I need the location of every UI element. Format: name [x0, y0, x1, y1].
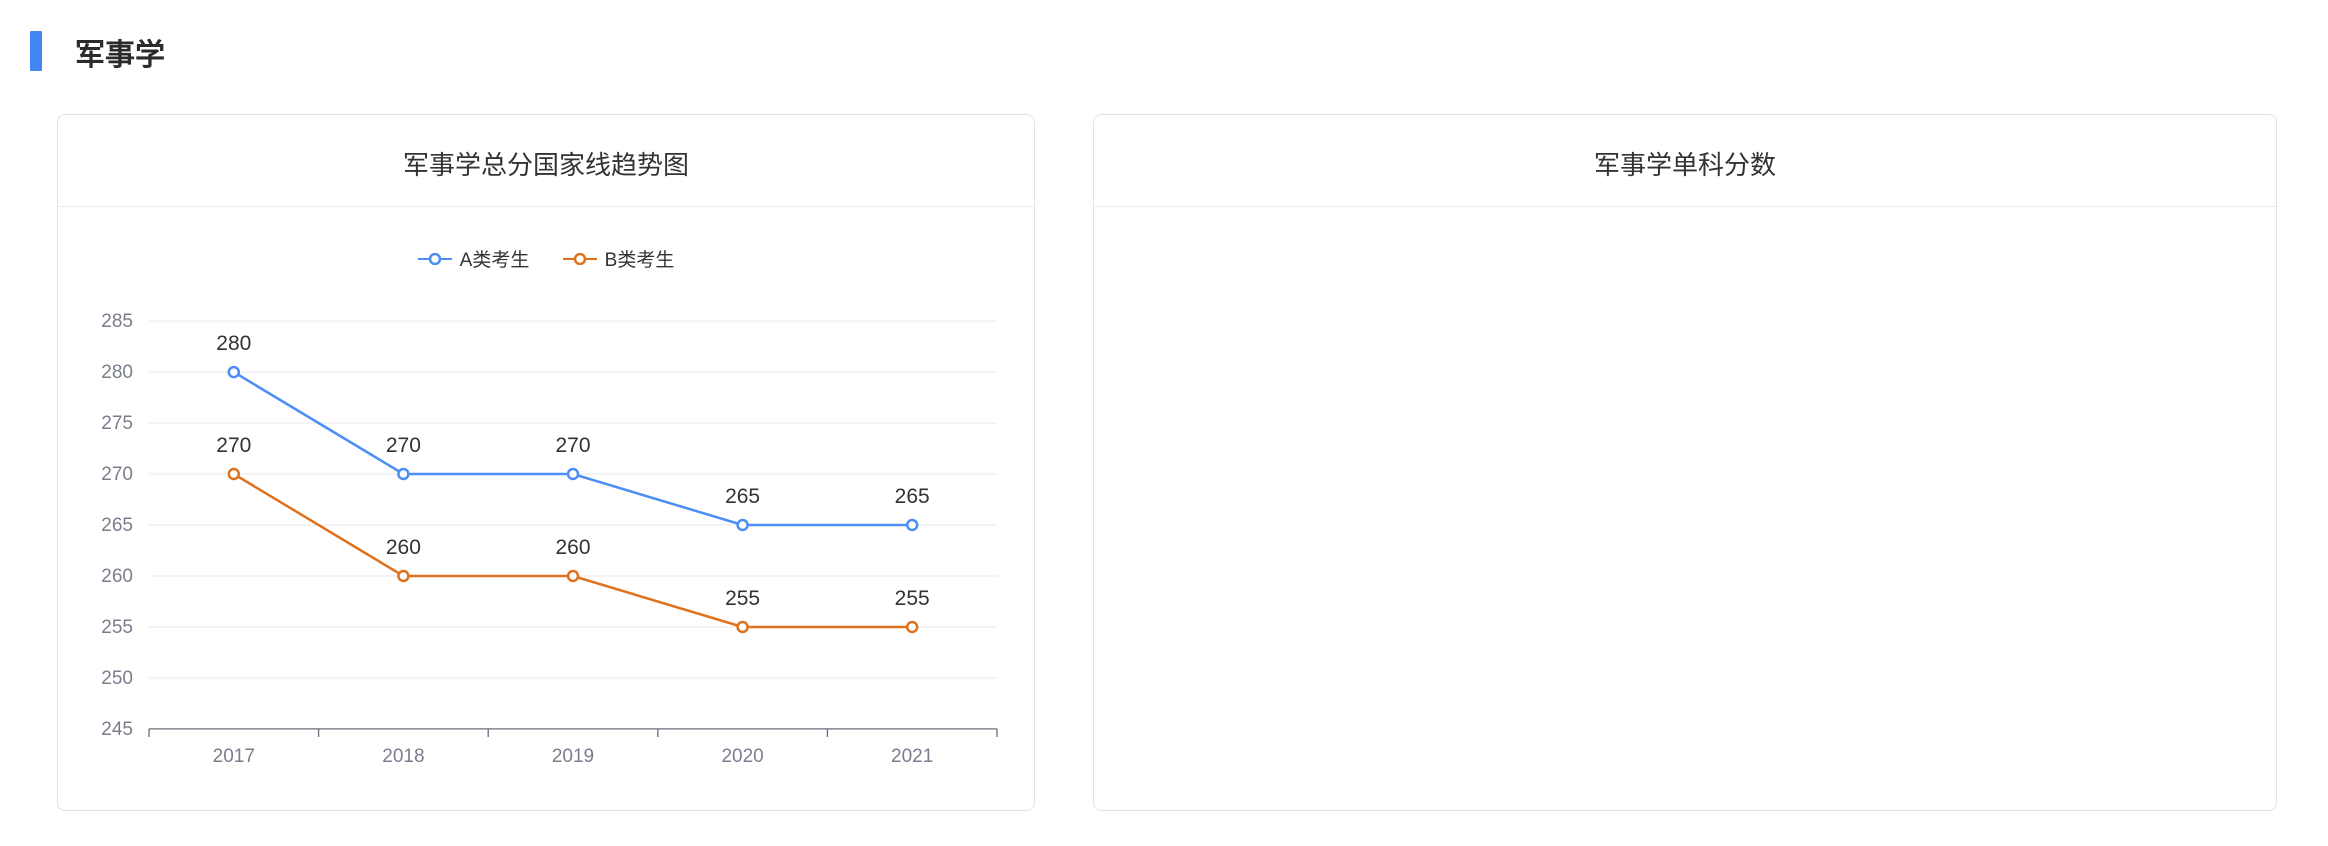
- svg-text:270: 270: [555, 434, 590, 457]
- svg-text:250: 250: [101, 668, 133, 689]
- svg-text:265: 265: [895, 485, 930, 508]
- svg-text:2018: 2018: [382, 746, 424, 767]
- svg-text:265: 265: [725, 485, 760, 508]
- svg-text:270: 270: [101, 464, 133, 485]
- svg-text:260: 260: [101, 566, 133, 587]
- svg-text:280: 280: [101, 362, 133, 383]
- svg-text:260: 260: [555, 536, 590, 559]
- svg-text:2020: 2020: [721, 746, 763, 767]
- svg-text:2021: 2021: [891, 746, 933, 767]
- svg-text:255: 255: [895, 587, 930, 610]
- svg-text:255: 255: [101, 617, 133, 638]
- svg-text:280: 280: [216, 332, 251, 355]
- svg-text:270: 270: [216, 434, 251, 457]
- svg-text:285: 285: [101, 311, 133, 332]
- svg-text:2017: 2017: [213, 746, 255, 767]
- svg-text:270: 270: [386, 434, 421, 457]
- svg-text:275: 275: [101, 413, 133, 434]
- svg-text:265: 265: [101, 515, 133, 536]
- svg-text:245: 245: [101, 719, 133, 740]
- svg-text:260: 260: [386, 536, 421, 559]
- svg-text:255: 255: [725, 587, 760, 610]
- svg-text:2019: 2019: [552, 746, 594, 767]
